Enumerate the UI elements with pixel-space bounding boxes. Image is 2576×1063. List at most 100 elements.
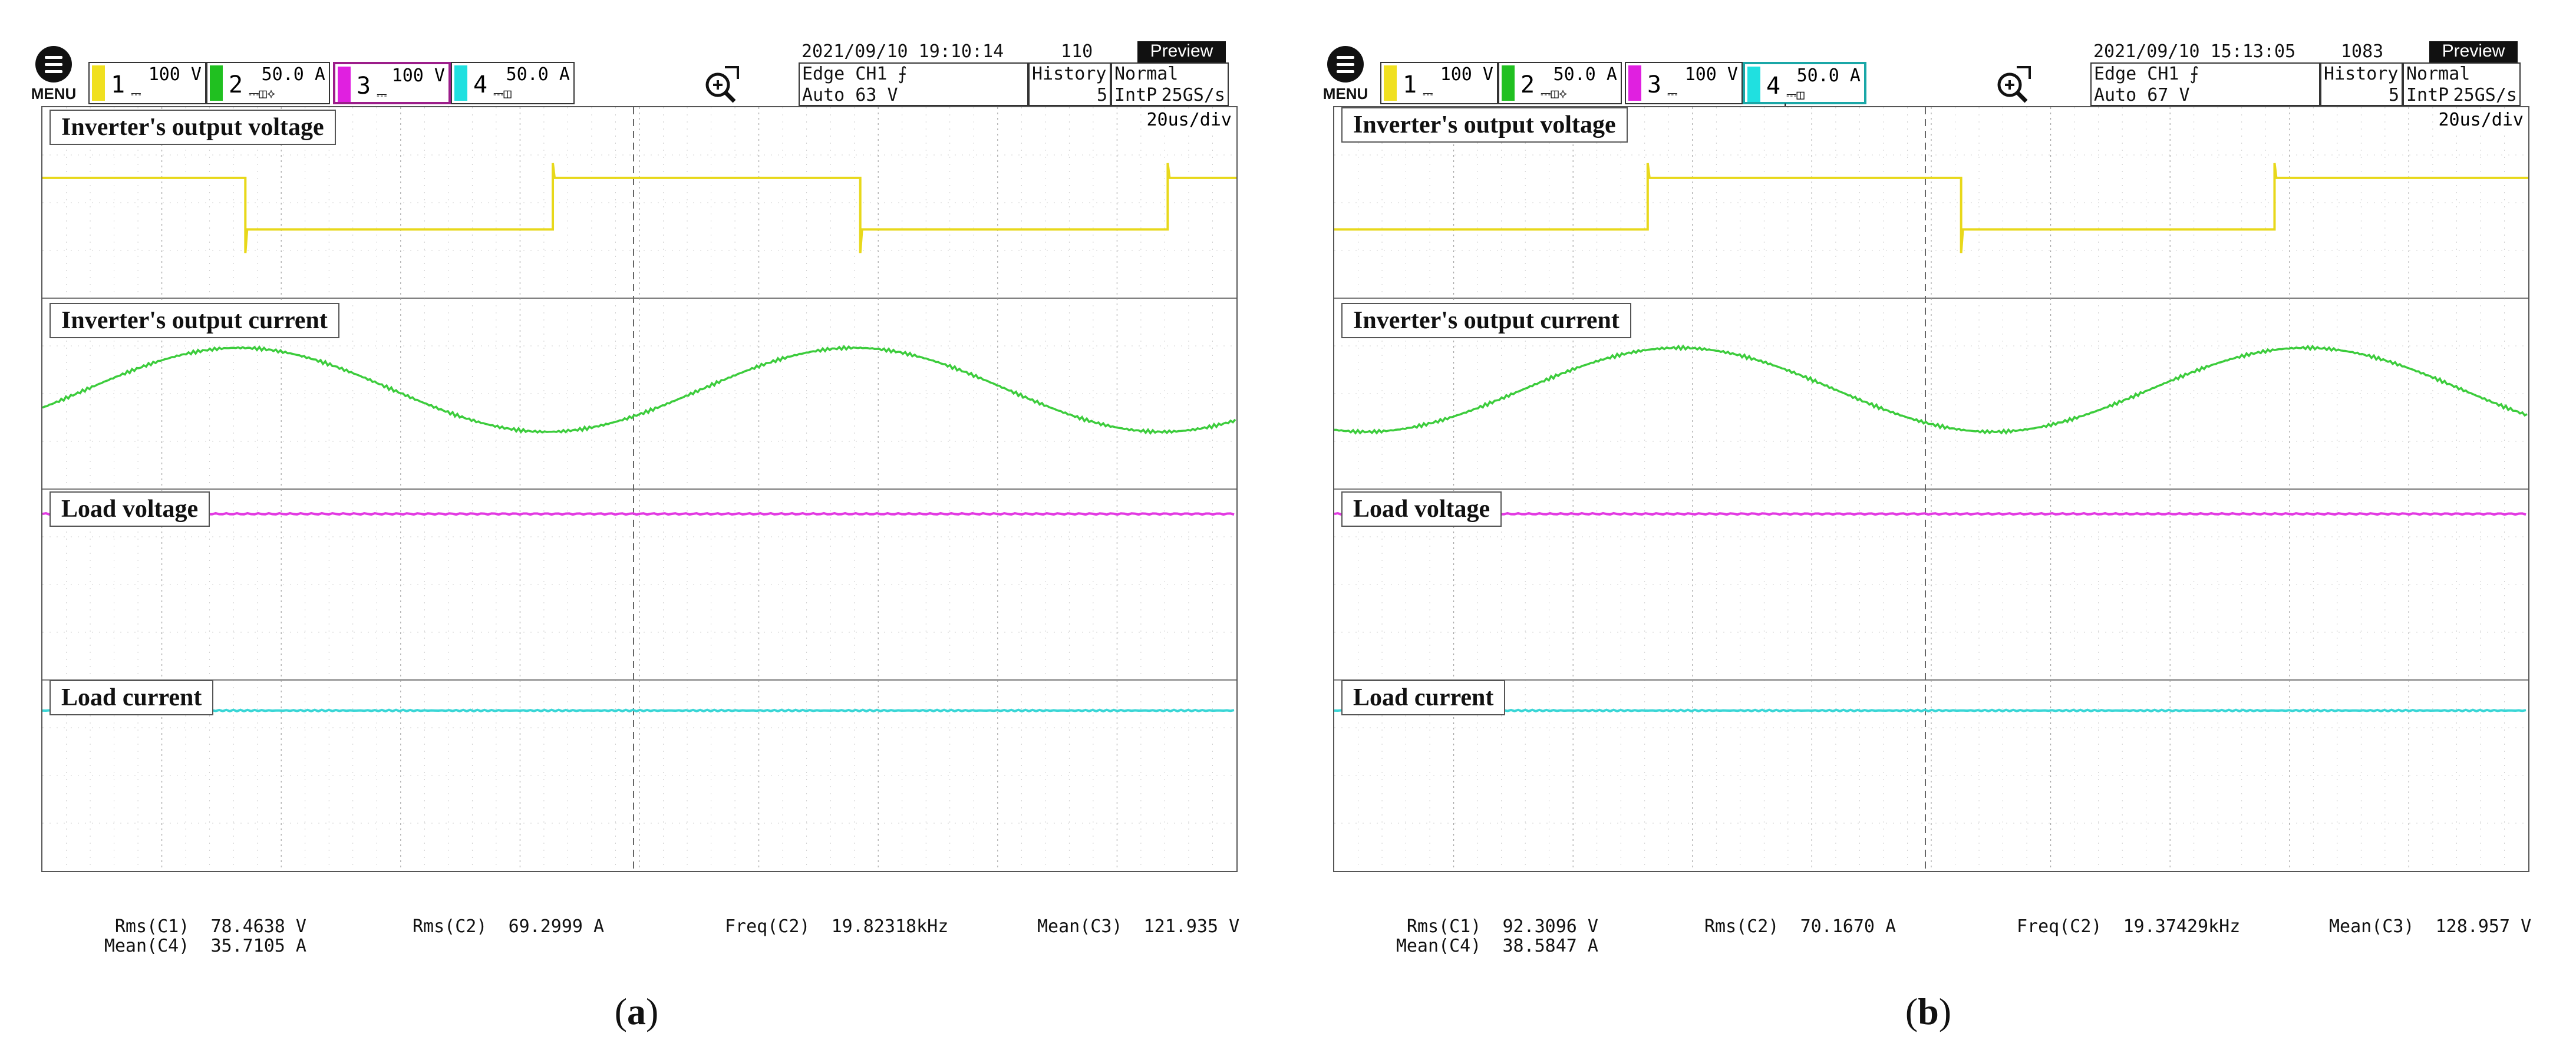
- meas-value: 128.957 V: [2435, 916, 2532, 937]
- channel-2-swatch: [210, 65, 223, 101]
- acquisition-mode: Normal: [1114, 64, 1179, 84]
- interpolation: IntP: [2406, 85, 2449, 105]
- meas-value: 19.37429kHz: [2123, 916, 2241, 937]
- history-value: 5: [1096, 85, 1107, 105]
- history-box[interactable]: History 5: [2320, 62, 2403, 106]
- meas-value: 19.82318kHz: [831, 916, 949, 937]
- acquisition-count: 1083: [2341, 41, 2384, 62]
- channel-3-scale: 100 V: [1684, 64, 1738, 85]
- measurement-mean-c3: Mean(C3) 128.957 V: [2329, 916, 2531, 937]
- trigger-box[interactable]: Edge CH1 ⨍ Auto 67 V: [2090, 62, 2320, 106]
- ch1-trace: [42, 163, 1236, 253]
- meas-label: Freq(C2): [725, 916, 810, 937]
- meas-value: 92.3096 V: [1502, 916, 1598, 937]
- meas-label: Rms(C1): [1406, 916, 1482, 937]
- zoom-in-icon[interactable]: [1993, 62, 2034, 104]
- acquisition-mode-box[interactable]: Normal IntP 25GS/s: [2403, 62, 2521, 106]
- channel-1-number: 1: [111, 71, 126, 98]
- label-inverter-output-current: Inverter's output current: [1341, 303, 1631, 338]
- hamburger-menu-icon: [1327, 46, 1364, 82]
- label-load-current: Load current: [1341, 680, 1506, 715]
- scope-panel-b: MENU 1 100 V ⎓ 2 50.0 A ⎓◫⟡ 3 100 V ⎓ 4 …: [1310, 0, 2576, 1063]
- channel-1-swatch: [92, 65, 105, 101]
- channel-3-button[interactable]: 3 100 V ⎓: [333, 62, 451, 104]
- measurement-rms-c2: Rms(C2) 69.2999 A: [413, 916, 604, 937]
- channel-4-button[interactable]: 4 50.0 A ⎓◫: [1743, 62, 1866, 104]
- waveform-screen[interactable]: 20us/div Inverter's output voltage Inver…: [1333, 106, 2529, 872]
- history-label: History: [1032, 64, 1107, 84]
- acquisition-count: 110: [1061, 41, 1093, 62]
- ch1-trace: [1334, 163, 2528, 253]
- menu-label: MENU: [1322, 85, 1368, 103]
- meas-label: Mean(C3): [2329, 916, 2415, 937]
- channel-4-swatch: [1747, 67, 1760, 102]
- timebase: 20us/div: [2438, 110, 2524, 130]
- sample-rate: 25GS/s: [2453, 85, 2517, 105]
- scope-panel-a: MENU 1 100 V ⎓ 2 50.0 A ⎓◫⟡ 3 100 V ⎓ 4 …: [18, 0, 1297, 1063]
- ch3-trace: [42, 511, 1235, 516]
- coupling-icon: ⎓: [1423, 87, 1433, 101]
- meas-value: 69.2999 A: [508, 916, 605, 937]
- channel-1-button[interactable]: 1 100 V ⎓: [88, 62, 206, 104]
- menu-button[interactable]: MENU: [1319, 46, 1372, 105]
- coupling-icon: ⎓: [131, 87, 141, 101]
- channel-1-button[interactable]: 1 100 V ⎓: [1380, 62, 1498, 104]
- sample-rate: 25GS/s: [1161, 85, 1225, 105]
- channel-1-scale: 100 V: [148, 64, 202, 85]
- measurement-freq-c2: Freq(C2) 19.82318kHz: [725, 916, 948, 937]
- label-load-voltage: Load voltage: [50, 491, 210, 527]
- trigger-level: Auto 67 V: [2094, 85, 2190, 105]
- channel-2-scale: 50.0 A: [261, 64, 325, 85]
- coupling-icon: ⎓◫⟡: [1541, 87, 1568, 101]
- trigger-level: Auto 63 V: [802, 85, 898, 105]
- label-inverter-output-voltage: Inverter's output voltage: [1341, 107, 1628, 143]
- menu-button[interactable]: MENU: [27, 46, 80, 105]
- zoom-in-icon[interactable]: [701, 62, 743, 104]
- preview-badge: Preview: [2429, 41, 2518, 62]
- channel-2-scale: 50.0 A: [1553, 64, 1617, 85]
- waveform-display: [42, 107, 1236, 871]
- coupling-icon: ⎓: [377, 88, 387, 103]
- label-inverter-output-current: Inverter's output current: [50, 303, 339, 338]
- channel-2-swatch: [1502, 65, 1515, 101]
- channel-4-swatch: [454, 65, 467, 101]
- trigger-source: Edge CH1 ⨍: [2094, 64, 2199, 84]
- coupling-icon: ⎓: [1667, 87, 1678, 101]
- waveform-display: [1334, 107, 2528, 871]
- channel-2-number: 2: [229, 71, 243, 98]
- waveform-screen[interactable]: 20us/div Inverter's output voltage Inver…: [41, 106, 1238, 872]
- history-value: 5: [2388, 85, 2399, 105]
- history-box[interactable]: History 5: [1028, 62, 1111, 106]
- channel-1-number: 1: [1403, 71, 1417, 98]
- ch4-trace: [1334, 708, 2526, 713]
- preview-badge: Preview: [1137, 41, 1226, 62]
- trigger-box[interactable]: Edge CH1 ⨍ Auto 63 V: [799, 62, 1028, 106]
- hamburger-menu-icon: [35, 46, 72, 82]
- channel-2-button[interactable]: 2 50.0 A ⎓◫⟡: [1498, 62, 1622, 104]
- meas-label: Freq(C2): [2017, 916, 2102, 937]
- channel-3-number: 3: [1647, 71, 1662, 98]
- channel-2-number: 2: [1520, 71, 1535, 98]
- ch4-trace: [42, 708, 1235, 713]
- coupling-icon: ⎓◫⟡: [249, 87, 276, 101]
- panel-caption: (b): [1905, 991, 1952, 1032]
- interpolation: IntP: [1114, 85, 1157, 105]
- datetime: 2021/09/10 19:10:14: [802, 41, 1004, 62]
- measurement-mean-c4: Mean(C4) 35.7105 A: [88, 936, 306, 956]
- channel-2-button[interactable]: 2 50.0 A ⎓◫⟡: [206, 62, 330, 104]
- channel-4-button[interactable]: 4 50.0 A ⎓◫: [451, 62, 575, 104]
- channel-1-swatch: [1384, 65, 1397, 101]
- channel-4-number: 4: [1766, 72, 1781, 100]
- ch3-trace: [1334, 511, 2526, 516]
- channel-3-button[interactable]: 3 100 V ⎓: [1625, 62, 1743, 104]
- meas-label: Mean(C3): [1037, 916, 1123, 937]
- ch2-trace: [42, 345, 1236, 435]
- channel-4-scale: 50.0 A: [506, 64, 570, 85]
- ch2-trace: [1334, 344, 2528, 435]
- measurement-freq-c2: Freq(C2) 19.37429kHz: [2017, 916, 2240, 937]
- acquisition-mode-box[interactable]: Normal IntP 25GS/s: [1111, 62, 1229, 106]
- grid: [1334, 107, 2528, 871]
- coupling-icon: ⎓◫: [1786, 88, 1805, 103]
- timebase: 20us/div: [1146, 110, 1232, 130]
- channel-3-number: 3: [357, 72, 371, 100]
